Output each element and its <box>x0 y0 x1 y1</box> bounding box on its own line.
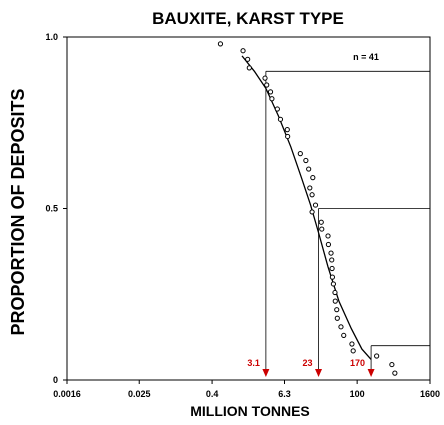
x-axis-label: MILLION TONNES <box>190 403 310 419</box>
n-label: n = 41 <box>353 52 379 62</box>
data-point <box>297 151 303 157</box>
data-point <box>341 332 347 339</box>
x-ticks: 0.0016 0.025 0.4 6.3 100 1600 <box>53 380 440 399</box>
data-point <box>325 241 332 248</box>
data-point <box>329 265 335 272</box>
data-point <box>274 106 280 112</box>
percentile-arrow <box>315 369 323 377</box>
data-point <box>285 133 291 140</box>
data-point <box>277 116 284 122</box>
data-point <box>332 298 338 304</box>
data-point <box>309 209 315 215</box>
data-point <box>307 185 313 191</box>
data-point <box>329 274 336 280</box>
x-tick-label: 6.3 <box>278 389 291 399</box>
fitted-curve <box>241 55 372 360</box>
data-point <box>312 202 319 208</box>
data-point <box>269 96 275 102</box>
data-point <box>246 65 252 71</box>
data-point <box>319 226 325 232</box>
x-tick-label: 1600 <box>420 389 440 399</box>
data-point <box>217 41 224 47</box>
y-ticks: 0 0.5 1.0 <box>45 32 67 385</box>
data-point <box>392 370 398 376</box>
y-tick-label: 1.0 <box>45 32 58 42</box>
percentile-label: 3.1 <box>247 358 260 368</box>
x-tick-label: 100 <box>350 389 365 399</box>
y-tick-label: 0.5 <box>45 204 58 214</box>
data-point <box>349 341 355 347</box>
data-point <box>318 219 324 225</box>
percentile-arrow <box>262 369 270 377</box>
data-point <box>306 166 312 172</box>
data-point <box>334 315 340 321</box>
data-point <box>328 250 334 256</box>
data-point <box>374 353 380 359</box>
x-tick-label: 0.0016 <box>53 389 81 399</box>
data-point <box>332 289 338 296</box>
data-point <box>264 82 270 88</box>
data-point <box>310 175 316 181</box>
data-point <box>338 324 344 330</box>
percentile-lines: 3.1 23 170 <box>247 70 430 377</box>
percentile-label: 23 <box>303 358 313 368</box>
x-tick-label: 0.4 <box>206 389 219 399</box>
data-point <box>329 257 335 263</box>
data-point <box>330 281 337 287</box>
data-point <box>240 48 246 54</box>
data-point <box>325 233 331 239</box>
data-point <box>389 361 395 368</box>
y-axis-label: PROPORTION OF DEPOSITS <box>8 88 28 335</box>
data-point <box>309 192 315 198</box>
x-tick-label: 0.025 <box>128 389 151 399</box>
percentile-arrow <box>367 369 375 377</box>
data-point <box>303 157 309 164</box>
data-point <box>334 307 340 313</box>
data-point <box>245 56 251 62</box>
percentile-label: 170 <box>350 358 365 368</box>
observed-points <box>217 41 398 376</box>
chart-title: BAUXITE, KARST TYPE <box>152 9 344 28</box>
data-point <box>262 75 268 81</box>
y-tick-label: 0 <box>53 375 58 385</box>
data-point <box>350 348 356 354</box>
data-point <box>267 89 274 95</box>
data-point <box>284 127 290 133</box>
